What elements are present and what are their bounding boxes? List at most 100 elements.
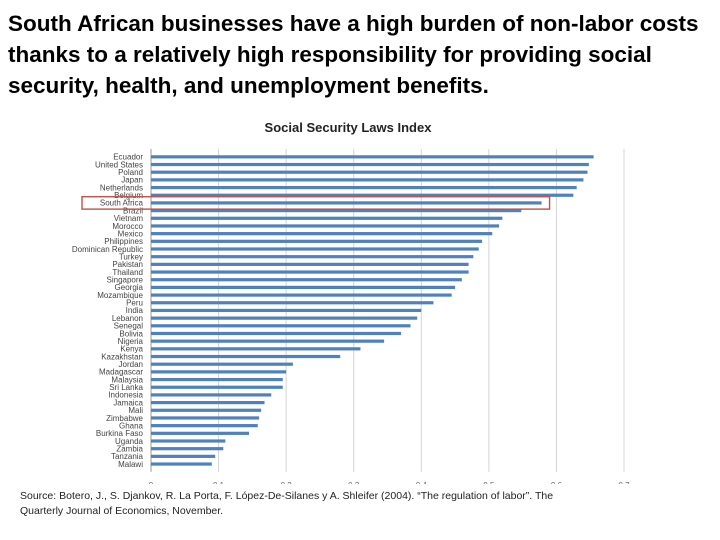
bar [151,416,260,420]
x-tick-label: 0.5 [483,481,495,484]
category-label: Thailand [112,268,143,277]
chart-container: Social Security Laws Index Ecuador United… [0,112,720,490]
category-label: Turkey [119,252,143,261]
bar [151,301,434,305]
bar [151,362,293,366]
x-tick-label: 0.6 [551,481,563,484]
category-label: India [126,306,144,315]
bar [151,255,474,259]
category-label: Senegal [114,322,144,331]
category-label: Zambia [116,444,143,453]
bar [151,293,452,297]
category-label: Nigeria [118,337,144,346]
bar [151,193,574,197]
bar [151,178,584,182]
bar [151,370,287,374]
category-label: Singapore [107,276,144,285]
bar [151,339,385,343]
bar [151,393,272,397]
bar [151,408,262,412]
x-tick-label: 0.3 [348,481,360,484]
bar [151,331,402,336]
x-tick-label: 0.1 [213,481,225,484]
category-label: Brazil [123,206,143,215]
category-label: Burkina Faso [96,429,144,438]
x-tick-labels: 0 0.1 0.2 0.3 0.4 0.5 0.6 0.7 [149,481,630,490]
category-label: Vietnam [114,214,144,223]
bar [151,431,249,435]
category-label: Sri Lanka [109,383,143,392]
source-citation: Source: Botero, J., S. Djankov, R. La Po… [20,490,554,517]
category-label: Pakistan [112,260,143,269]
bar [151,454,216,458]
category-label: Kazakhstan [101,352,143,361]
category-label: Bolivia [119,329,143,338]
category-label: Ecuador [113,153,143,162]
category-label: Georgia [115,283,144,292]
bar [151,447,224,451]
bar [151,401,265,405]
category-label: Indonesia [108,391,143,400]
highlight-box [81,196,551,210]
bar [151,170,588,174]
category-label: Japan [121,176,143,185]
bar [151,462,212,466]
category-label: South Africa [100,199,144,208]
category-label: United States [95,160,143,169]
category-label: Jordan [119,360,143,369]
bar [151,308,422,313]
bar [151,162,589,167]
chart-title: Social Security Laws Index [265,120,433,135]
bar [151,155,594,159]
bars [151,155,594,466]
bar [151,424,258,428]
category-label: Morocco [112,222,143,231]
bar [151,347,361,351]
bar [151,354,341,359]
category-label: Ghana [119,421,144,430]
bar [151,385,283,389]
category-label: Mozambique [97,291,143,300]
x-tick-label: 0.7 [618,481,630,484]
bar [151,262,469,266]
bar [151,216,503,220]
bar [151,232,493,236]
x-tick-label: 0.2 [281,481,293,484]
category-label: Poland [118,168,143,177]
category-label: Philippines [104,237,143,246]
slide-headline: South African businesses have a high bur… [8,11,699,98]
bar [151,239,483,243]
bar [151,324,411,328]
category-label: Lebanon [112,314,143,323]
category-label: Malawi [118,460,143,469]
bar [151,185,577,190]
social-security-bar-chart: Social Security Laws Index EcuadorUnited… [72,120,630,490]
x-tick-label: 0 [149,481,154,484]
category-label: Kenya [120,345,143,354]
bar [151,209,522,213]
category-label: Malaysia [111,375,143,384]
highlight-group [81,196,551,210]
bar [151,316,418,320]
category-label: Uganda [115,437,144,446]
category-label: Peru [126,299,143,308]
bar [151,439,226,443]
bar [151,247,479,251]
category-label: Mali [128,406,143,415]
x-tick-label: 0.4 [416,481,428,484]
bar [151,201,542,205]
bar [151,270,469,274]
bar [151,278,462,282]
category-label: Madagascar [99,368,143,377]
bar [151,377,283,382]
category-label: Tanzania [111,452,144,461]
category-label: Dominican Republic [72,245,143,254]
category-label: Zimbabwe [106,414,143,423]
category-label: Belgium [114,191,143,200]
bar [151,224,499,228]
category-label: Jamaica [113,398,143,407]
category-label: Mexico [118,229,144,238]
category-label: Netherlands [100,183,143,192]
bar [151,285,456,289]
